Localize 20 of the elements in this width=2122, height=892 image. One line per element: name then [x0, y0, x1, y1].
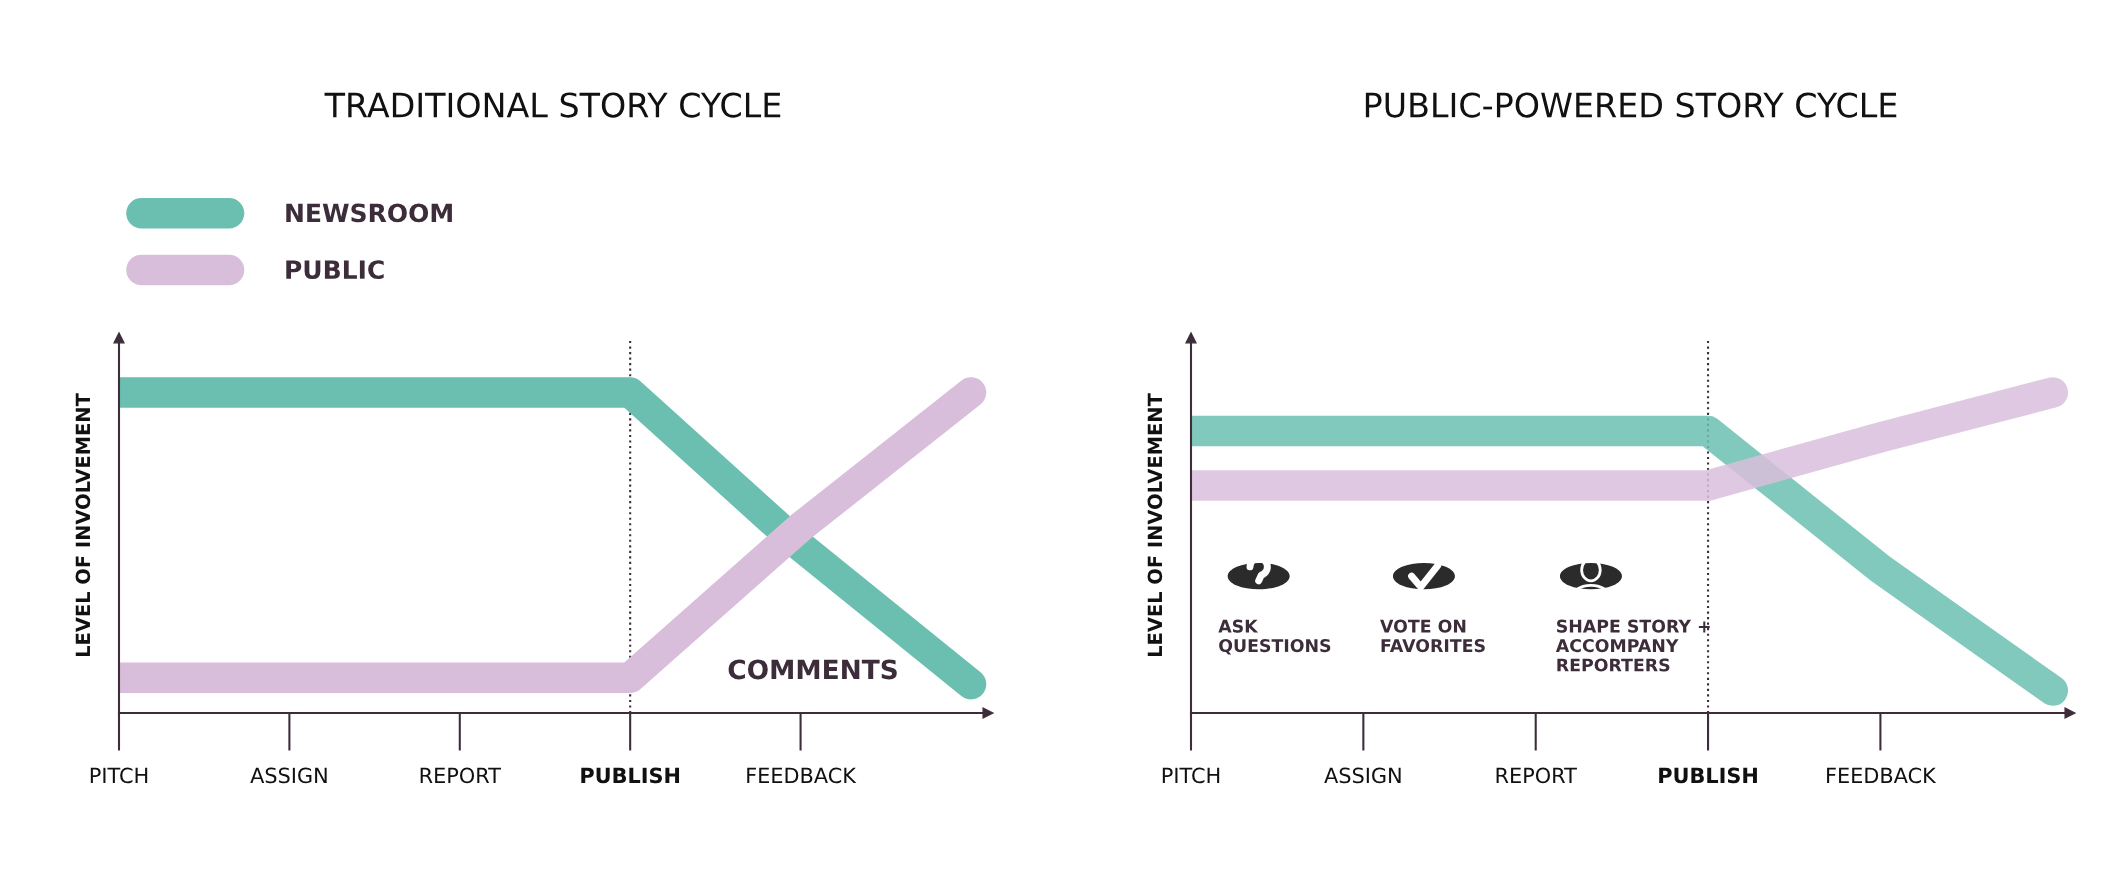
annotation: ASK QUESTIONS	[1218, 619, 1331, 655]
chart-title: PUBLIC-POWERED STORY CYCLE	[1365, 92, 1897, 118]
y-axis-title: LEVEL OF INVOLVEMENT	[75, 393, 91, 657]
annotation: VOTE ON FAVORITES	[1380, 619, 1485, 653]
x-tick-label: ASSIGN	[250, 767, 327, 784]
x-tick-label: PITCH	[1162, 767, 1220, 784]
x-tick-label: ASSIGN	[1324, 767, 1401, 784]
x-tick-label: FEEDBACK	[1827, 767, 1937, 784]
x-tick-label: PITCH	[90, 767, 148, 784]
x-tick-label: REPORT	[420, 767, 501, 784]
annotation: SHAPE STORY + ACCOMPANY REPORTERS	[1555, 619, 1710, 672]
y-axis-title: LEVEL OF INVOLVEMENT	[1147, 393, 1163, 657]
annotation: COMMENTS	[728, 659, 897, 680]
x-tick-label: REPORT	[1496, 767, 1577, 784]
legend-label: NEWSROOM	[286, 203, 452, 223]
x-tick-label: FEEDBACK	[747, 767, 857, 784]
x-tick-label: PUBLISH	[581, 767, 680, 784]
legend-label: PUBLIC	[286, 260, 384, 280]
x-tick-label: PUBLISH	[1659, 767, 1757, 784]
chart-title: TRADITIONAL STORY CYCLE	[324, 92, 781, 118]
